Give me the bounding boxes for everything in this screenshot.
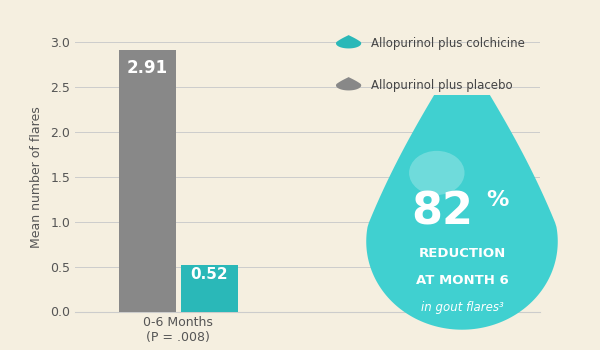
Text: %: % [486,190,508,210]
Text: Allopurinol plus placebo: Allopurinol plus placebo [371,79,513,92]
Text: 0.52: 0.52 [191,267,228,282]
Ellipse shape [409,151,464,195]
Text: 82: 82 [411,191,473,233]
Text: in gout flares³: in gout flares³ [421,301,503,314]
PathPatch shape [366,49,558,330]
Text: 2.91: 2.91 [127,59,168,77]
Text: AT MONTH 6: AT MONTH 6 [416,274,508,287]
PathPatch shape [336,35,361,48]
Y-axis label: Mean number of flares: Mean number of flares [30,106,43,248]
Bar [181,265,238,312]
PathPatch shape [336,77,361,90]
Text: REDUCTION: REDUCTION [418,247,506,260]
Text: Allopurinol plus colchicine: Allopurinol plus colchicine [371,37,525,50]
Bar [119,50,176,312]
